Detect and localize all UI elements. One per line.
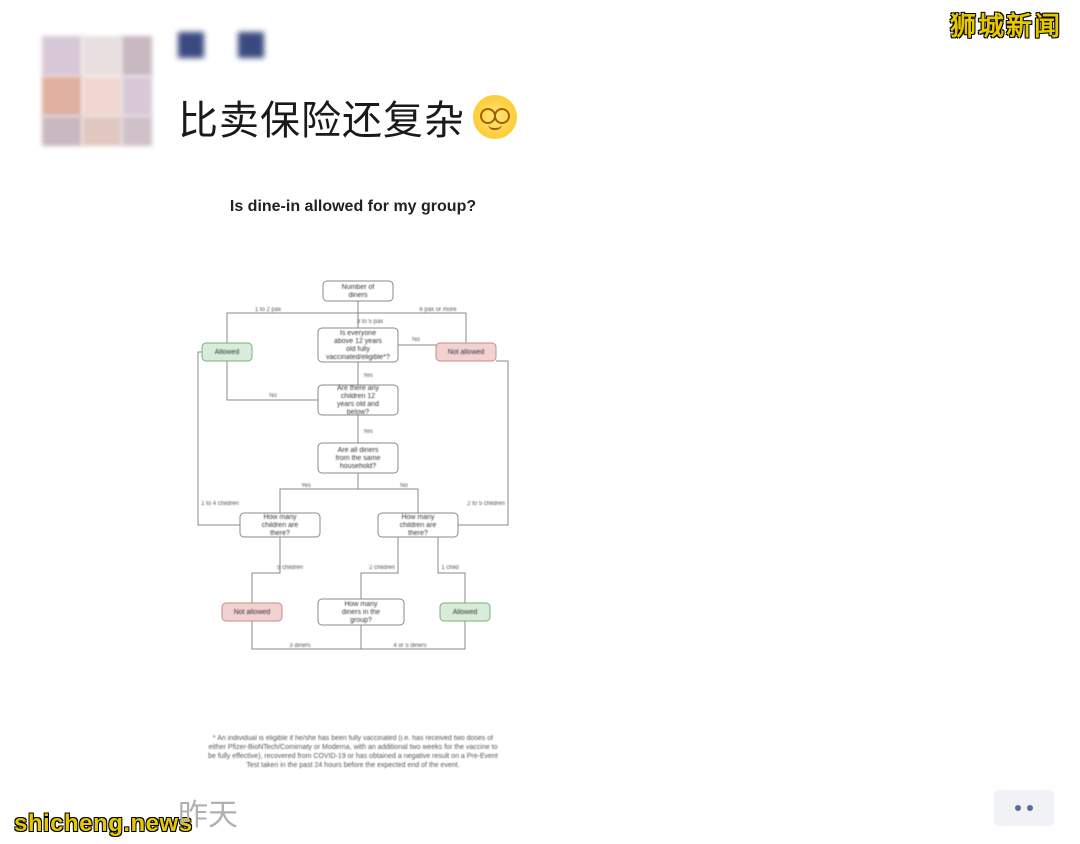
svg-text:5 children: 5 children bbox=[277, 565, 303, 571]
svg-text:vaccinated/eligible*?: vaccinated/eligible*? bbox=[326, 354, 390, 361]
svg-text:1 child: 1 child bbox=[441, 565, 458, 571]
more-options-button[interactable] bbox=[994, 790, 1054, 826]
svg-text:from the same: from the same bbox=[336, 455, 381, 462]
svg-text:below?: below? bbox=[347, 409, 369, 416]
svg-text:children are: children are bbox=[400, 522, 437, 529]
svg-text:Yes: Yes bbox=[363, 429, 373, 435]
post-text: 比卖保险还复杂 bbox=[178, 88, 517, 146]
post-text-content: 比卖保险还复杂 bbox=[178, 88, 465, 146]
svg-text:years old and: years old and bbox=[337, 401, 379, 408]
svg-text:there?: there? bbox=[270, 530, 290, 537]
svg-text:3 to 5 pax: 3 to 5 pax bbox=[357, 319, 383, 325]
svg-text:6 pax or more: 6 pax or more bbox=[419, 307, 457, 313]
svg-text:How many: How many bbox=[344, 601, 378, 608]
svg-text:2 to 5 children: 2 to 5 children bbox=[467, 501, 505, 507]
flowchart-footnote: * An individual is eligible if he/she ha… bbox=[208, 734, 498, 770]
svg-text:Allowed: Allowed bbox=[215, 349, 240, 356]
svg-text:How many: How many bbox=[263, 514, 297, 521]
svg-text:there?: there? bbox=[408, 530, 428, 537]
svg-text:Yes: Yes bbox=[301, 483, 311, 489]
svg-text:old fully: old fully bbox=[346, 346, 370, 353]
svg-text:No: No bbox=[269, 393, 277, 399]
svg-text:2 children: 2 children bbox=[369, 565, 395, 571]
svg-text:diners: diners bbox=[348, 292, 368, 299]
svg-text:household?: household? bbox=[340, 463, 376, 470]
svg-text:diners in the: diners in the bbox=[342, 609, 380, 616]
svg-text:1 to 2 pax: 1 to 2 pax bbox=[255, 307, 281, 313]
svg-text:No: No bbox=[400, 483, 408, 489]
watermark-top-right: 狮城新闻 bbox=[950, 6, 1062, 43]
svg-text:children 12: children 12 bbox=[341, 393, 375, 400]
watermark-bottom-left: shicheng.news bbox=[14, 810, 193, 838]
svg-text:No: No bbox=[412, 337, 420, 343]
svg-text:Number of: Number of bbox=[342, 284, 375, 291]
flowchart-title: Is dine-in allowed for my group? bbox=[178, 198, 528, 216]
svg-text:above 12 years: above 12 years bbox=[334, 338, 382, 345]
svg-text:Are all diners: Are all diners bbox=[338, 447, 379, 454]
svg-text:4 or 5 diners: 4 or 5 diners bbox=[393, 643, 426, 649]
svg-text:Not allowed: Not allowed bbox=[448, 349, 485, 356]
svg-text:How many: How many bbox=[401, 514, 435, 521]
flowchart-image[interactable]: Is dine-in allowed for my group? 1 to 2 … bbox=[178, 180, 528, 780]
username[interactable] bbox=[178, 32, 288, 58]
svg-text:Is everyone: Is everyone bbox=[340, 330, 376, 337]
flowchart-svg: 1 to 2 pax 3 to 5 pax 6 pax or more No Yes No… bbox=[178, 218, 528, 728]
svg-text:1 to 4 children: 1 to 4 children bbox=[201, 501, 239, 507]
dizzy-face-emoji bbox=[473, 95, 517, 139]
svg-text:Allowed: Allowed bbox=[453, 609, 478, 616]
avatar[interactable] bbox=[42, 36, 152, 146]
svg-text:children are: children are bbox=[262, 522, 299, 529]
svg-text:Yes: Yes bbox=[363, 373, 373, 379]
svg-text:group?: group? bbox=[350, 617, 372, 624]
svg-text:3 diners: 3 diners bbox=[289, 643, 310, 649]
svg-text:Not allowed: Not allowed bbox=[234, 609, 271, 616]
svg-text:Are there any: Are there any bbox=[337, 385, 380, 392]
timestamp: 昨天 bbox=[178, 790, 238, 834]
